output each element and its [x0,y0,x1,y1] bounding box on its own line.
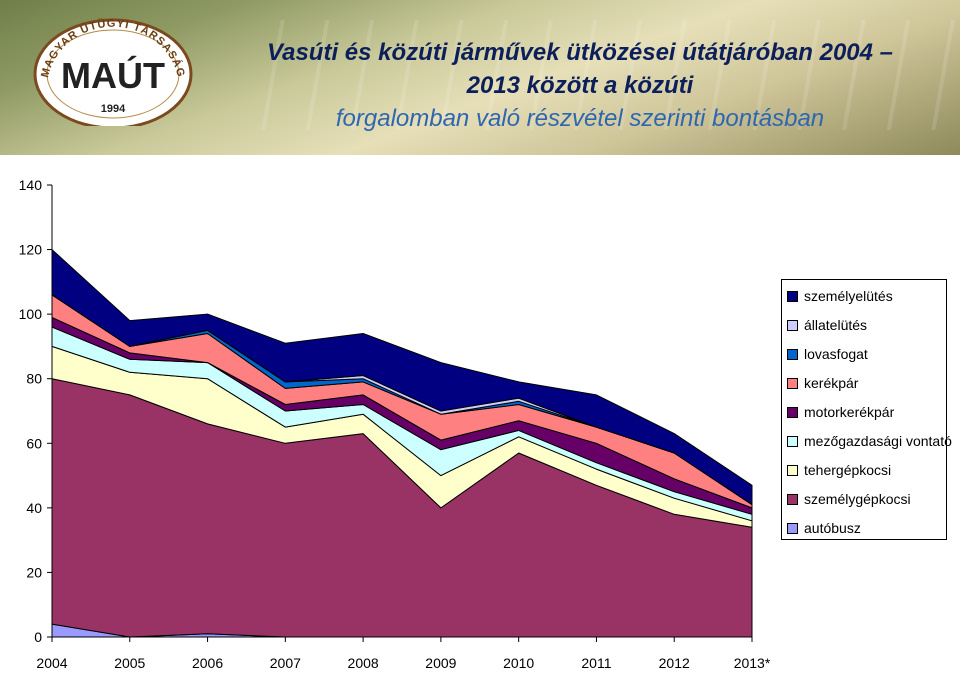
y-tick-label: 20 [26,564,42,580]
legend-label: tehergépkocsi [804,462,892,478]
x-tick-label: 2010 [503,655,534,671]
page-title: Vasúti és közúti járművek ütközései útát… [200,36,960,135]
y-tick-label: 120 [19,242,43,258]
logo-main-text: MAÚT [61,54,165,96]
y-tick-label: 60 [26,435,42,451]
legend-label: állatelütés [804,317,868,333]
y-tick-label: 0 [34,629,42,645]
legend-label: motorkerékpár [804,404,895,420]
legend-item: mezőgazdasági vontató [787,431,952,451]
legend-item: autóbusz [787,518,861,538]
maut-logo: MAGYAR ÚTÜGYI TÁRSASÁG MAÚT 1994 [33,17,193,126]
legend-label: autóbusz [804,520,861,536]
x-tick-label: 2005 [114,655,145,671]
title-line-3: forgalomban való részvétel szerinti bont… [335,105,825,132]
x-tick-label: 2007 [270,655,301,671]
legend-swatch [787,377,798,389]
y-tick-label: 80 [26,371,42,387]
legend-swatch [787,435,798,447]
x-tick-label: 2011 [581,655,611,671]
x-tick-label: 2006 [192,655,223,671]
legend-label: személygépkocsi [804,491,911,507]
x-tick-label: 2008 [348,655,379,671]
road-background [240,20,960,130]
x-tick-label: 2012 [659,655,690,671]
legend-item: kerékpár [787,373,858,393]
x-tick-label: 2013* [734,655,771,671]
legend-label: mezőgazdasági vontató [804,433,952,449]
legend-item: motorkerékpár [787,402,894,422]
legend-label: kerékpár [804,375,859,391]
title-line-1: Vasúti és közúti járművek ütközései útát… [266,39,893,66]
legend-swatch [787,406,798,418]
legend-swatch [787,319,798,331]
legend-swatch [787,493,798,505]
legend-item: állatelütés [787,315,867,335]
legend-swatch [787,290,798,302]
legend-item: személyelütés [787,286,893,306]
chart-legend: személyelütés állatelütés lovasfogat kerékp… [781,279,952,540]
title-line-2: 2013 között a közúti [466,72,694,99]
area-series-8 [51,249,753,506]
legend-swatch [787,522,798,534]
y-tick-label: 100 [19,306,43,322]
y-tick-label: 140 [19,177,43,193]
legend-item: személygépkocsi [787,489,911,509]
legend-swatch [787,464,798,476]
legend-item: lovasfogat [787,344,868,364]
y-tick-label: 40 [26,500,42,516]
logo-year: 1994 [101,103,126,115]
header-banner: MAGYAR ÚTÜGYI TÁRSASÁG MAÚT 1994 Vasúti … [0,0,960,155]
x-tick-label: 2004 [36,655,67,671]
x-tick-label: 2009 [425,655,456,671]
legend-swatch [787,348,798,360]
legend-label: személyelütés [804,288,893,304]
legend-item: tehergépkocsi [787,460,891,480]
legend-label: lovasfogat [804,346,868,362]
